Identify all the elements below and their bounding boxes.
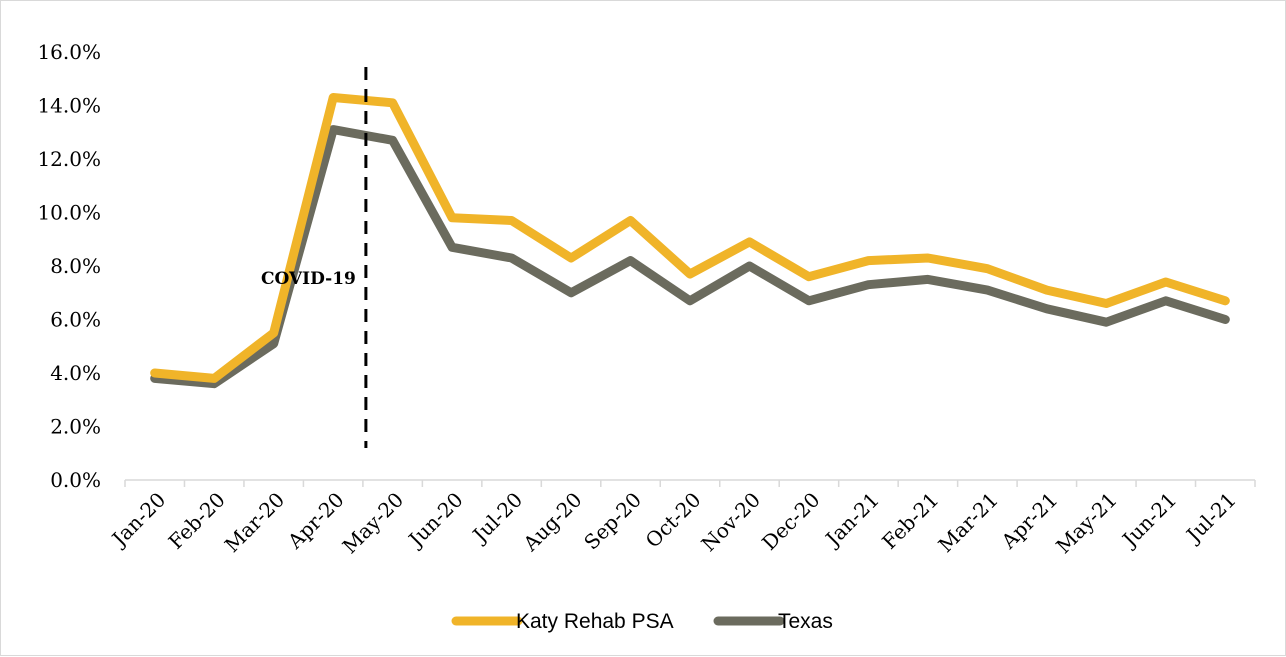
x-tick-label: Dec-20 [757,488,824,555]
x-tick-label: Apr-20 [282,488,348,554]
x-tick-label: Apr-21 [996,488,1062,554]
legend: Katy Rehab PSA Texas [451,610,833,633]
x-tick-label: Feb-21 [877,488,943,554]
x-tick-label: Jan-20 [106,488,170,552]
series-line-katy-rehab-psa [150,93,1230,383]
x-tick-label: Mar-21 [933,488,1002,557]
y-tick-label: 0.0% [50,468,101,492]
y-tick-label: 16.0% [37,40,101,64]
plot-area [150,93,1230,389]
x-tick-label: Nov-20 [696,488,765,557]
y-tick-label: 2.0% [50,415,101,439]
x-tick-label: Feb-20 [164,488,230,554]
annotation-group: COVID-19 [261,67,368,448]
series-line-texas [150,125,1230,389]
y-tick-label: 12.0% [37,147,101,171]
x-tick-label: Jul-21 [1180,488,1240,548]
legend-label-katy-rehab-psa: Katy Rehab PSA [516,610,674,633]
y-axis: 0.0% 2.0% 4.0% 6.0% 8.0% 10.0% 12.0% 14.0% 16.0% [37,40,101,492]
legend-label-texas: Texas [778,610,833,633]
x-tick-label: May-20 [338,488,409,559]
x-tick-label: Jun-21 [1116,488,1181,553]
x-tick-label: Sep-20 [579,488,646,555]
covid-label: COVID-19 [261,269,356,289]
x-tick-label: Mar-20 [220,488,289,557]
x-tick-label: Oct-20 [641,488,706,553]
y-tick-label: 14.0% [37,94,101,118]
y-tick-label: 6.0% [50,308,101,332]
y-tick-label: 10.0% [37,201,101,225]
y-tick-label: 8.0% [50,254,101,278]
x-tick-label: May-21 [1051,488,1122,559]
x-tick-label: Jun-20 [403,488,468,553]
x-tick-label: Aug-20 [518,488,587,557]
x-tick-label: Jan-21 [820,488,884,552]
y-tick-label: 4.0% [50,361,101,385]
